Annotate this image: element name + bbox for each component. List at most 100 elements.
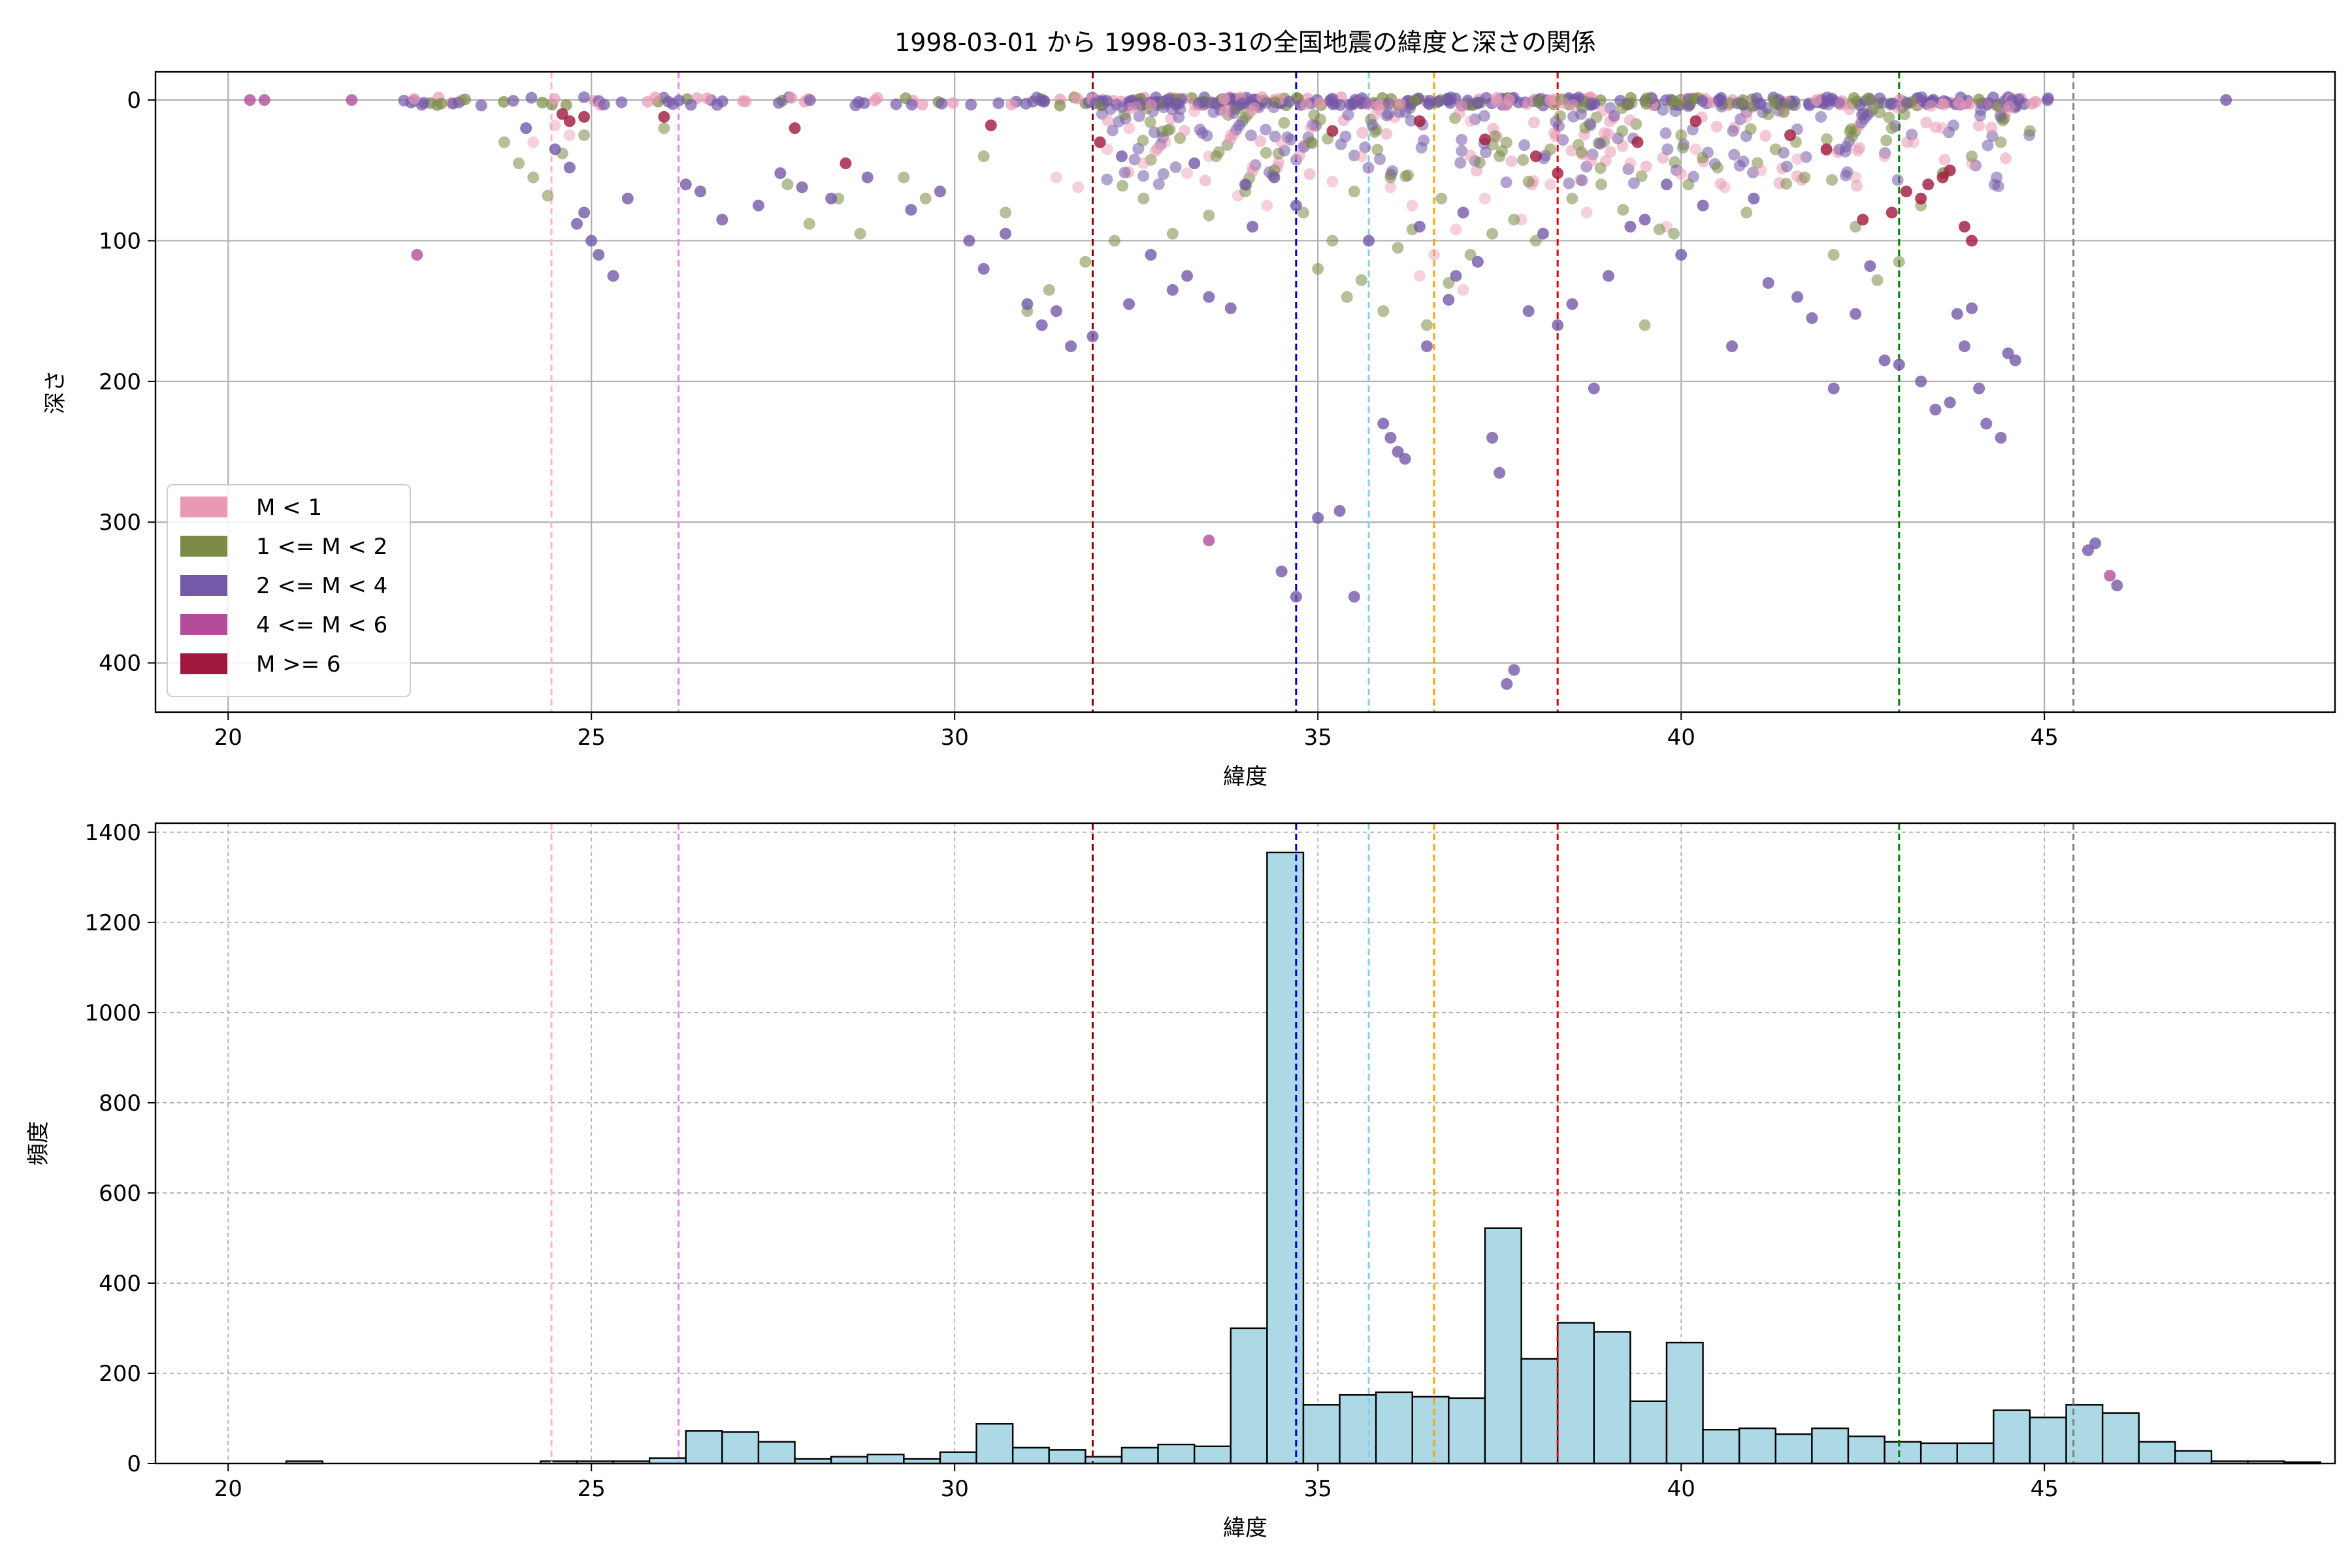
shallow-point-218 [1518,139,1531,152]
m_lt1-point-11 [1224,129,1237,141]
shallow-point-129 [1841,166,1854,178]
shallow-point-136 [1576,174,1588,187]
histogram-x-tick-label-1: 25 [578,1476,606,1502]
surface-point-410 [1490,92,1503,105]
shallow-point-235 [1342,108,1354,121]
shallow-point-1 [1245,129,1257,142]
shallow-point-59 [1947,120,1959,132]
m_2_4-point-71 [1958,340,1970,352]
surface-point-373 [936,97,948,110]
m_2_4-point-20 [977,263,990,275]
surface-point-276 [737,95,749,107]
m_1_2-point-28 [1377,305,1390,318]
m_2_4-point-34 [1268,171,1281,184]
m_4_6-point-2 [346,94,358,106]
shallow-point-298 [1938,99,1951,111]
shallow-point-340 [1696,152,1708,164]
shallow-point-107 [1744,123,1757,135]
m_1_2-point-24 [1297,206,1309,219]
m_2_4-point-30 [1181,270,1194,282]
m_lt1-point-32 [1850,171,1862,184]
surface-point-390 [1445,91,1457,104]
histogram-x-tick-label-0: 20 [214,1476,242,1502]
shallow-point-329 [1737,155,1750,168]
m_2_4-point-77 [1966,302,1978,314]
m_1_2-point-48 [1850,220,1862,233]
scatter-points [244,91,2232,690]
m_4_6-point-3 [411,249,423,261]
shallow-point-58 [1815,110,1827,123]
histogram-bar-21 [975,1423,1014,1465]
shallow-point-319 [1478,110,1490,122]
legend-swatch-0 [180,497,227,517]
m_2_4-point-69 [1929,403,1942,416]
surface-point-351 [1696,95,1708,107]
surface-point-142 [560,99,572,111]
m_lt1-point-3 [1050,171,1062,184]
m_2_4-point-17 [905,204,917,216]
m_1_2-point-36 [1529,235,1542,247]
shallow-point-283 [1552,120,1565,133]
surface-point-393 [1030,91,1043,104]
m_1_2-point-50 [1893,255,1905,268]
surface-point-32 [525,91,538,104]
m_lt1-point-14 [1305,122,1317,135]
m_2_4-point-3 [570,218,583,230]
shallow-point-280 [1278,116,1290,129]
shallow-point-91 [1640,160,1652,172]
histogram-x-tick-label-4: 40 [1667,1476,1695,1502]
shallow-point-170 [1101,173,1113,186]
histogram-bar-18 [866,1453,905,1465]
histogram-bar-46 [1884,1441,1922,1465]
shallow-point-357 [1627,177,1640,189]
surface-point-405 [2026,97,2038,110]
histogram-bar-24 [1085,1456,1123,1465]
shallow-point-25 [1505,155,1518,167]
surface-point-308 [598,99,610,111]
m_2_4-point-28 [1145,249,1157,261]
scatter-y-label: 深さ [42,370,69,414]
scatter-y-ticks: 0 100 200 300 400 [99,88,155,677]
m_1_2-point-21 [1203,209,1215,221]
shallow-point-201 [1382,108,1395,120]
m_lt1-point-19 [1428,249,1441,261]
m_1_2-point-43 [1711,161,1723,174]
shallow-point-317 [1710,120,1723,133]
shallow-point-151 [1825,174,1838,186]
shallow-point-150 [1117,180,1129,192]
histogram-bar-34 [1448,1397,1486,1465]
m_lt1-point-20 [1450,223,1462,236]
shallow-point-299 [1554,110,1567,122]
m_2_4-point-13 [774,167,787,180]
shallow-point-334 [1166,103,1179,116]
shallow-point-100 [1883,111,1895,123]
m_2_4-point-87 [1675,249,1688,261]
m_2_4-point-25 [1065,340,1077,352]
histogram-bar-26 [1157,1443,1196,1465]
histogram-bar-25 [1120,1446,1159,1465]
m_lt1-point-24 [1580,206,1593,219]
shallow-point-302 [1473,156,1486,169]
histogram-x-tick-label-3: 35 [1304,1476,1332,1502]
m_1_2-point-66 [1668,227,1680,240]
histogram-bar-53 [2138,1441,2176,1465]
shallow-point-123 [1608,110,1620,122]
surface-point-223 [1532,96,1544,108]
scatter-x-tick-label-1: 25 [578,725,606,751]
m_2_4-point-81 [2111,580,2123,592]
histogram-bar-47 [1919,1442,1958,1465]
m_1_2-point-65 [1522,176,1535,188]
histogram-bar-45 [1847,1435,1886,1465]
m_1_2-point-38 [1595,178,1607,191]
m_ge6-point-2 [556,108,568,120]
shallow-point-260 [1999,152,2012,165]
shallow-point-217 [1728,148,1740,161]
m_1_2-point-32 [1443,277,1455,289]
m_1_2-point-61 [1675,129,1688,141]
m_2_4-point-26 [1086,330,1099,342]
m_1_2-point-25 [1326,235,1339,247]
histogram-bar-12 [648,1457,687,1465]
m_1_2-point-1 [513,157,525,169]
surface-point-329 [1500,99,1512,112]
histogram-bar-31 [1339,1394,1377,1465]
